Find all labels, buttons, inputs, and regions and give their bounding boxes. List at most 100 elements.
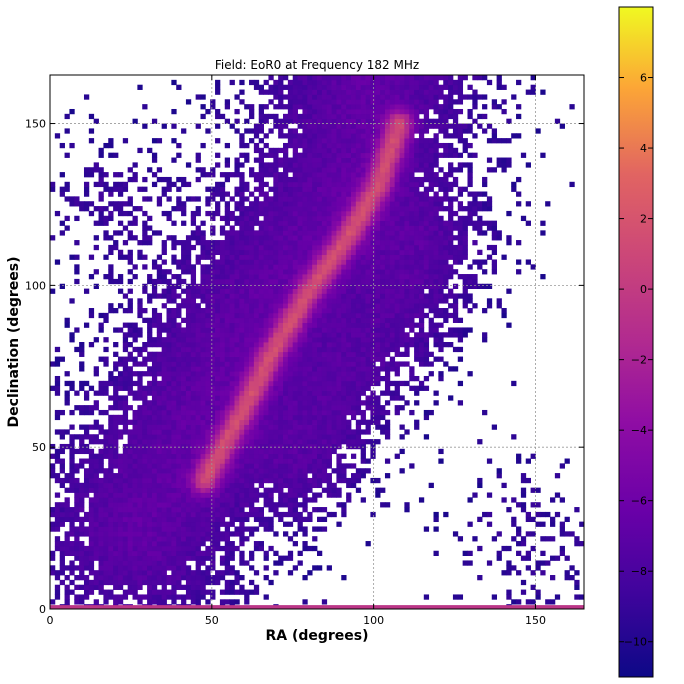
heatmap-cell bbox=[239, 293, 245, 299]
heatmap-cell bbox=[268, 293, 274, 299]
heatmap-cell bbox=[268, 380, 274, 387]
heatmap-cell bbox=[317, 215, 323, 222]
heatmap-cell bbox=[273, 274, 279, 280]
heatmap-cell bbox=[321, 458, 328, 464]
heatmap-cell bbox=[312, 322, 318, 328]
heatmap-cell bbox=[224, 259, 231, 265]
heatmap-cell bbox=[360, 210, 366, 217]
heatmap-cell bbox=[74, 269, 80, 275]
heatmap-cell bbox=[297, 152, 303, 158]
heatmap-cell bbox=[331, 269, 337, 275]
heatmap-cell bbox=[273, 118, 279, 124]
heatmap-cell bbox=[137, 298, 143, 304]
heatmap-cell bbox=[117, 482, 124, 489]
heatmap-cell bbox=[210, 215, 216, 222]
heatmap-cell bbox=[268, 201, 274, 207]
heatmap-cell bbox=[365, 172, 371, 178]
heatmap-cell bbox=[278, 259, 284, 265]
heatmap-cell bbox=[229, 579, 235, 586]
heatmap-cell bbox=[346, 79, 352, 86]
heatmap-cell bbox=[215, 521, 221, 527]
heatmap-cell bbox=[224, 215, 231, 222]
heatmap-cell bbox=[117, 468, 124, 474]
heatmap-cell bbox=[59, 502, 65, 508]
heatmap-cell bbox=[210, 230, 216, 236]
heatmap-cell bbox=[122, 477, 129, 484]
heatmap-cell bbox=[355, 152, 362, 158]
heatmap-cell bbox=[156, 545, 163, 552]
heatmap-cell bbox=[370, 123, 376, 129]
heatmap-cell bbox=[326, 220, 332, 226]
heatmap-cell bbox=[253, 244, 260, 251]
heatmap-cell bbox=[375, 138, 381, 144]
heatmap-cell bbox=[350, 385, 357, 391]
heatmap-cell bbox=[268, 84, 274, 90]
heatmap-cell bbox=[185, 269, 192, 275]
heatmap-cell bbox=[127, 308, 133, 314]
heatmap-cell bbox=[195, 390, 201, 396]
heatmap-cell bbox=[380, 487, 386, 493]
heatmap-cell bbox=[297, 94, 303, 100]
heatmap-cell bbox=[171, 259, 177, 265]
heatmap-cell bbox=[268, 507, 274, 513]
heatmap-cell bbox=[341, 400, 347, 406]
heatmap-cell bbox=[268, 405, 274, 411]
heatmap-cell bbox=[292, 317, 298, 323]
heatmap-cell bbox=[108, 439, 114, 445]
heatmap-cell bbox=[380, 298, 386, 304]
heatmap-cell bbox=[341, 215, 347, 222]
heatmap-cell bbox=[190, 288, 197, 294]
heatmap-cell bbox=[375, 366, 381, 372]
heatmap-cell bbox=[355, 133, 362, 139]
heatmap-cell bbox=[287, 492, 294, 498]
heatmap-cell bbox=[292, 269, 298, 275]
heatmap-cell bbox=[253, 123, 260, 129]
heatmap-cell bbox=[365, 351, 371, 357]
heatmap-cell bbox=[312, 327, 318, 333]
heatmap-cell bbox=[365, 181, 371, 188]
heatmap-cell bbox=[312, 75, 318, 81]
heatmap-cell bbox=[263, 220, 269, 226]
heatmap-cell bbox=[195, 254, 201, 260]
heatmap-cell bbox=[258, 541, 264, 547]
heatmap-cell bbox=[171, 375, 177, 382]
heatmap-cell bbox=[283, 361, 289, 367]
heatmap-cell bbox=[312, 366, 318, 372]
heatmap-cell bbox=[239, 575, 245, 581]
heatmap-cell bbox=[263, 361, 269, 367]
heatmap-cell bbox=[190, 511, 197, 518]
heatmap-cell bbox=[151, 443, 158, 450]
heatmap-cell bbox=[83, 531, 90, 537]
heatmap-cell bbox=[93, 366, 99, 372]
heatmap-cell bbox=[273, 288, 279, 294]
heatmap-cell bbox=[287, 303, 294, 309]
heatmap-cell bbox=[88, 138, 95, 144]
heatmap-cell bbox=[50, 463, 56, 469]
heatmap-cell bbox=[341, 283, 347, 289]
heatmap-cell bbox=[205, 526, 211, 532]
heatmap-cell bbox=[370, 409, 376, 416]
heatmap-cell bbox=[278, 240, 284, 246]
heatmap-cell bbox=[321, 342, 328, 348]
heatmap-cell bbox=[166, 565, 172, 571]
heatmap-cell bbox=[234, 118, 240, 124]
heatmap-cell bbox=[253, 230, 260, 236]
heatmap-cell bbox=[370, 191, 376, 197]
heatmap-cell bbox=[239, 249, 245, 256]
heatmap-cell bbox=[287, 327, 294, 333]
heatmap-cell bbox=[302, 361, 308, 367]
heatmap-cell bbox=[166, 346, 172, 353]
heatmap-cell bbox=[302, 375, 308, 382]
heatmap-cell bbox=[278, 405, 284, 411]
heatmap-cell bbox=[69, 443, 75, 450]
heatmap-cell bbox=[103, 186, 109, 192]
heatmap-cell bbox=[302, 351, 308, 357]
heatmap-cell bbox=[312, 317, 318, 323]
heatmap-cell bbox=[171, 545, 177, 552]
heatmap-cell bbox=[287, 550, 294, 556]
heatmap-cell bbox=[268, 429, 274, 435]
heatmap-cell bbox=[307, 439, 313, 445]
heatmap-cell bbox=[200, 332, 206, 338]
heatmap-cell bbox=[151, 541, 158, 547]
heatmap-cell bbox=[249, 356, 255, 362]
